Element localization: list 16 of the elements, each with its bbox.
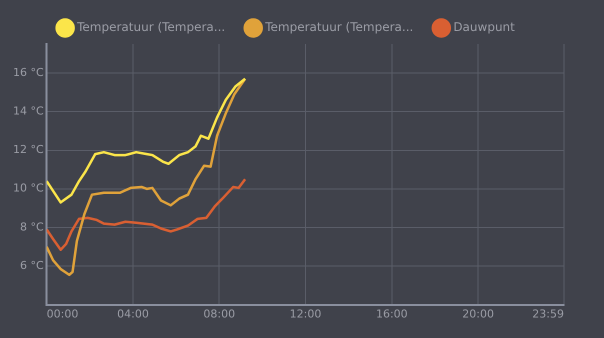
legend-label: Temperatuur (Tempera... (76, 20, 226, 34)
x-tick-label: 23:59 (532, 307, 564, 320)
y-tick-label: 8 °C (20, 220, 44, 234)
y-tick-label: 16 °C (12, 66, 44, 79)
x-tick-label: 00:00 (46, 307, 78, 320)
x-tick-label: 12:00 (290, 307, 322, 320)
x-tick-label: 20:00 (462, 307, 494, 320)
x-tick-label: 16:00 (376, 307, 408, 320)
x-tick-label: 04:00 (117, 307, 149, 320)
x-tick-label: 08:00 (203, 307, 236, 320)
y-tick-label: 12 °C (12, 143, 44, 156)
y-tick-label: 14 °C (12, 104, 44, 118)
y-tick-label: 6 °C (20, 259, 44, 272)
y-tick-label: 10 °C (12, 182, 44, 195)
legend-label: Temperatuur (Tempera... (264, 20, 414, 34)
legend-label: Dauwpunt (453, 20, 516, 34)
